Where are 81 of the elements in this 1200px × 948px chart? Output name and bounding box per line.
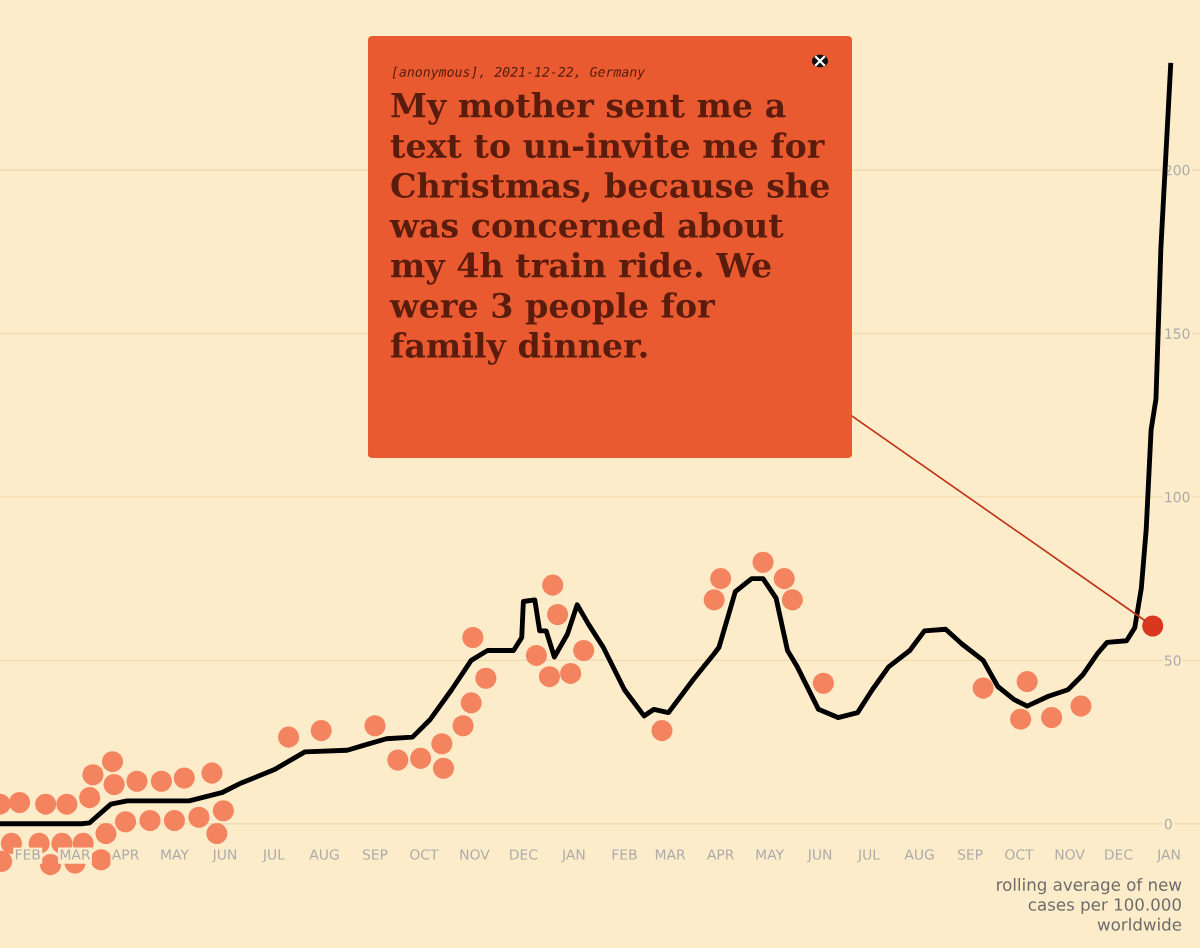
point [101, 751, 124, 773]
point [462, 626, 484, 648]
point [173, 767, 195, 789]
y-tick-label: 0 [1164, 818, 1172, 830]
point [972, 677, 994, 699]
point [1016, 671, 1038, 693]
point [163, 809, 185, 832]
annotation: rolling average of new cases per 100.000 worldwide [997, 878, 1182, 931]
point [310, 720, 332, 742]
point [703, 589, 725, 611]
point [56, 793, 78, 815]
y-tick-label: 50 [1164, 655, 1181, 666]
x-tick-label: OCT [1005, 849, 1034, 860]
point [752, 551, 774, 573]
point [1070, 695, 1092, 717]
x-tick-label: MAY [161, 849, 189, 860]
point [79, 787, 101, 809]
x-tick-label: FEB [15, 849, 40, 860]
x-tick-label: FEB [612, 849, 637, 860]
y-tick-label: 100 [1165, 491, 1190, 503]
point [573, 639, 595, 662]
x-tick-label: JAN [1156, 849, 1180, 863]
point [206, 823, 228, 845]
point [150, 770, 172, 792]
x-tick-label: APR [111, 849, 139, 860]
x-tick-label: JUN [807, 849, 832, 863]
point [452, 715, 474, 737]
annotation: My mother sent me a text to un-invite me for Christmas, because she was concerned about my 4h train ride. We were 3 people for family dinner. [389, 92, 829, 365]
point [9, 792, 31, 814]
point [475, 667, 497, 689]
point [432, 757, 455, 779]
x-tick-label: AUG [904, 849, 934, 860]
point [139, 809, 161, 832]
point [1142, 615, 1164, 637]
point [1010, 708, 1032, 730]
x-tick-label: DEC [1105, 849, 1133, 860]
point [103, 774, 125, 796]
point [126, 770, 148, 792]
point [90, 849, 112, 871]
x-tick-label: JUL [857, 849, 880, 863]
point [538, 666, 560, 688]
point [1041, 707, 1063, 729]
point [95, 823, 117, 845]
point [201, 762, 223, 784]
point [35, 793, 57, 815]
x-tick-label: JUL [262, 849, 285, 863]
point [40, 854, 62, 876]
point [188, 806, 210, 828]
point [812, 672, 834, 694]
point [651, 720, 673, 742]
x-tick-label: NOV [460, 849, 490, 860]
point [781, 589, 803, 611]
point [387, 749, 409, 771]
point [542, 574, 564, 596]
point [773, 568, 795, 590]
x-tick-label: APR [707, 849, 735, 860]
y-tick-label: 150 [1165, 328, 1190, 339]
point [115, 811, 137, 833]
x-tick-label: JAN [561, 849, 585, 863]
point [278, 726, 300, 748]
point [710, 568, 732, 590]
x-tick-label: AUG [309, 849, 339, 860]
point [547, 604, 569, 626]
x-tick-label: JUN [211, 849, 236, 863]
x-tick-label: NOV [1055, 849, 1085, 860]
point [460, 692, 482, 714]
point [364, 715, 386, 737]
point [560, 662, 582, 684]
x-tick-label: DEC [510, 849, 538, 860]
point [431, 733, 453, 755]
point [410, 747, 432, 769]
annotation: [anonymous], 2021-12-22, Germany [392, 66, 646, 80]
point [525, 644, 547, 666]
x-tick-label: SEP [958, 849, 983, 860]
x-tick-label: MAR [60, 849, 91, 860]
x-tick-label: OCT [410, 849, 439, 860]
point [82, 764, 104, 786]
x-tick-label: SEP [362, 849, 388, 860]
x-tick-label: MAY [756, 849, 785, 860]
point [212, 800, 234, 822]
x-tick-label: MAR [655, 849, 686, 860]
